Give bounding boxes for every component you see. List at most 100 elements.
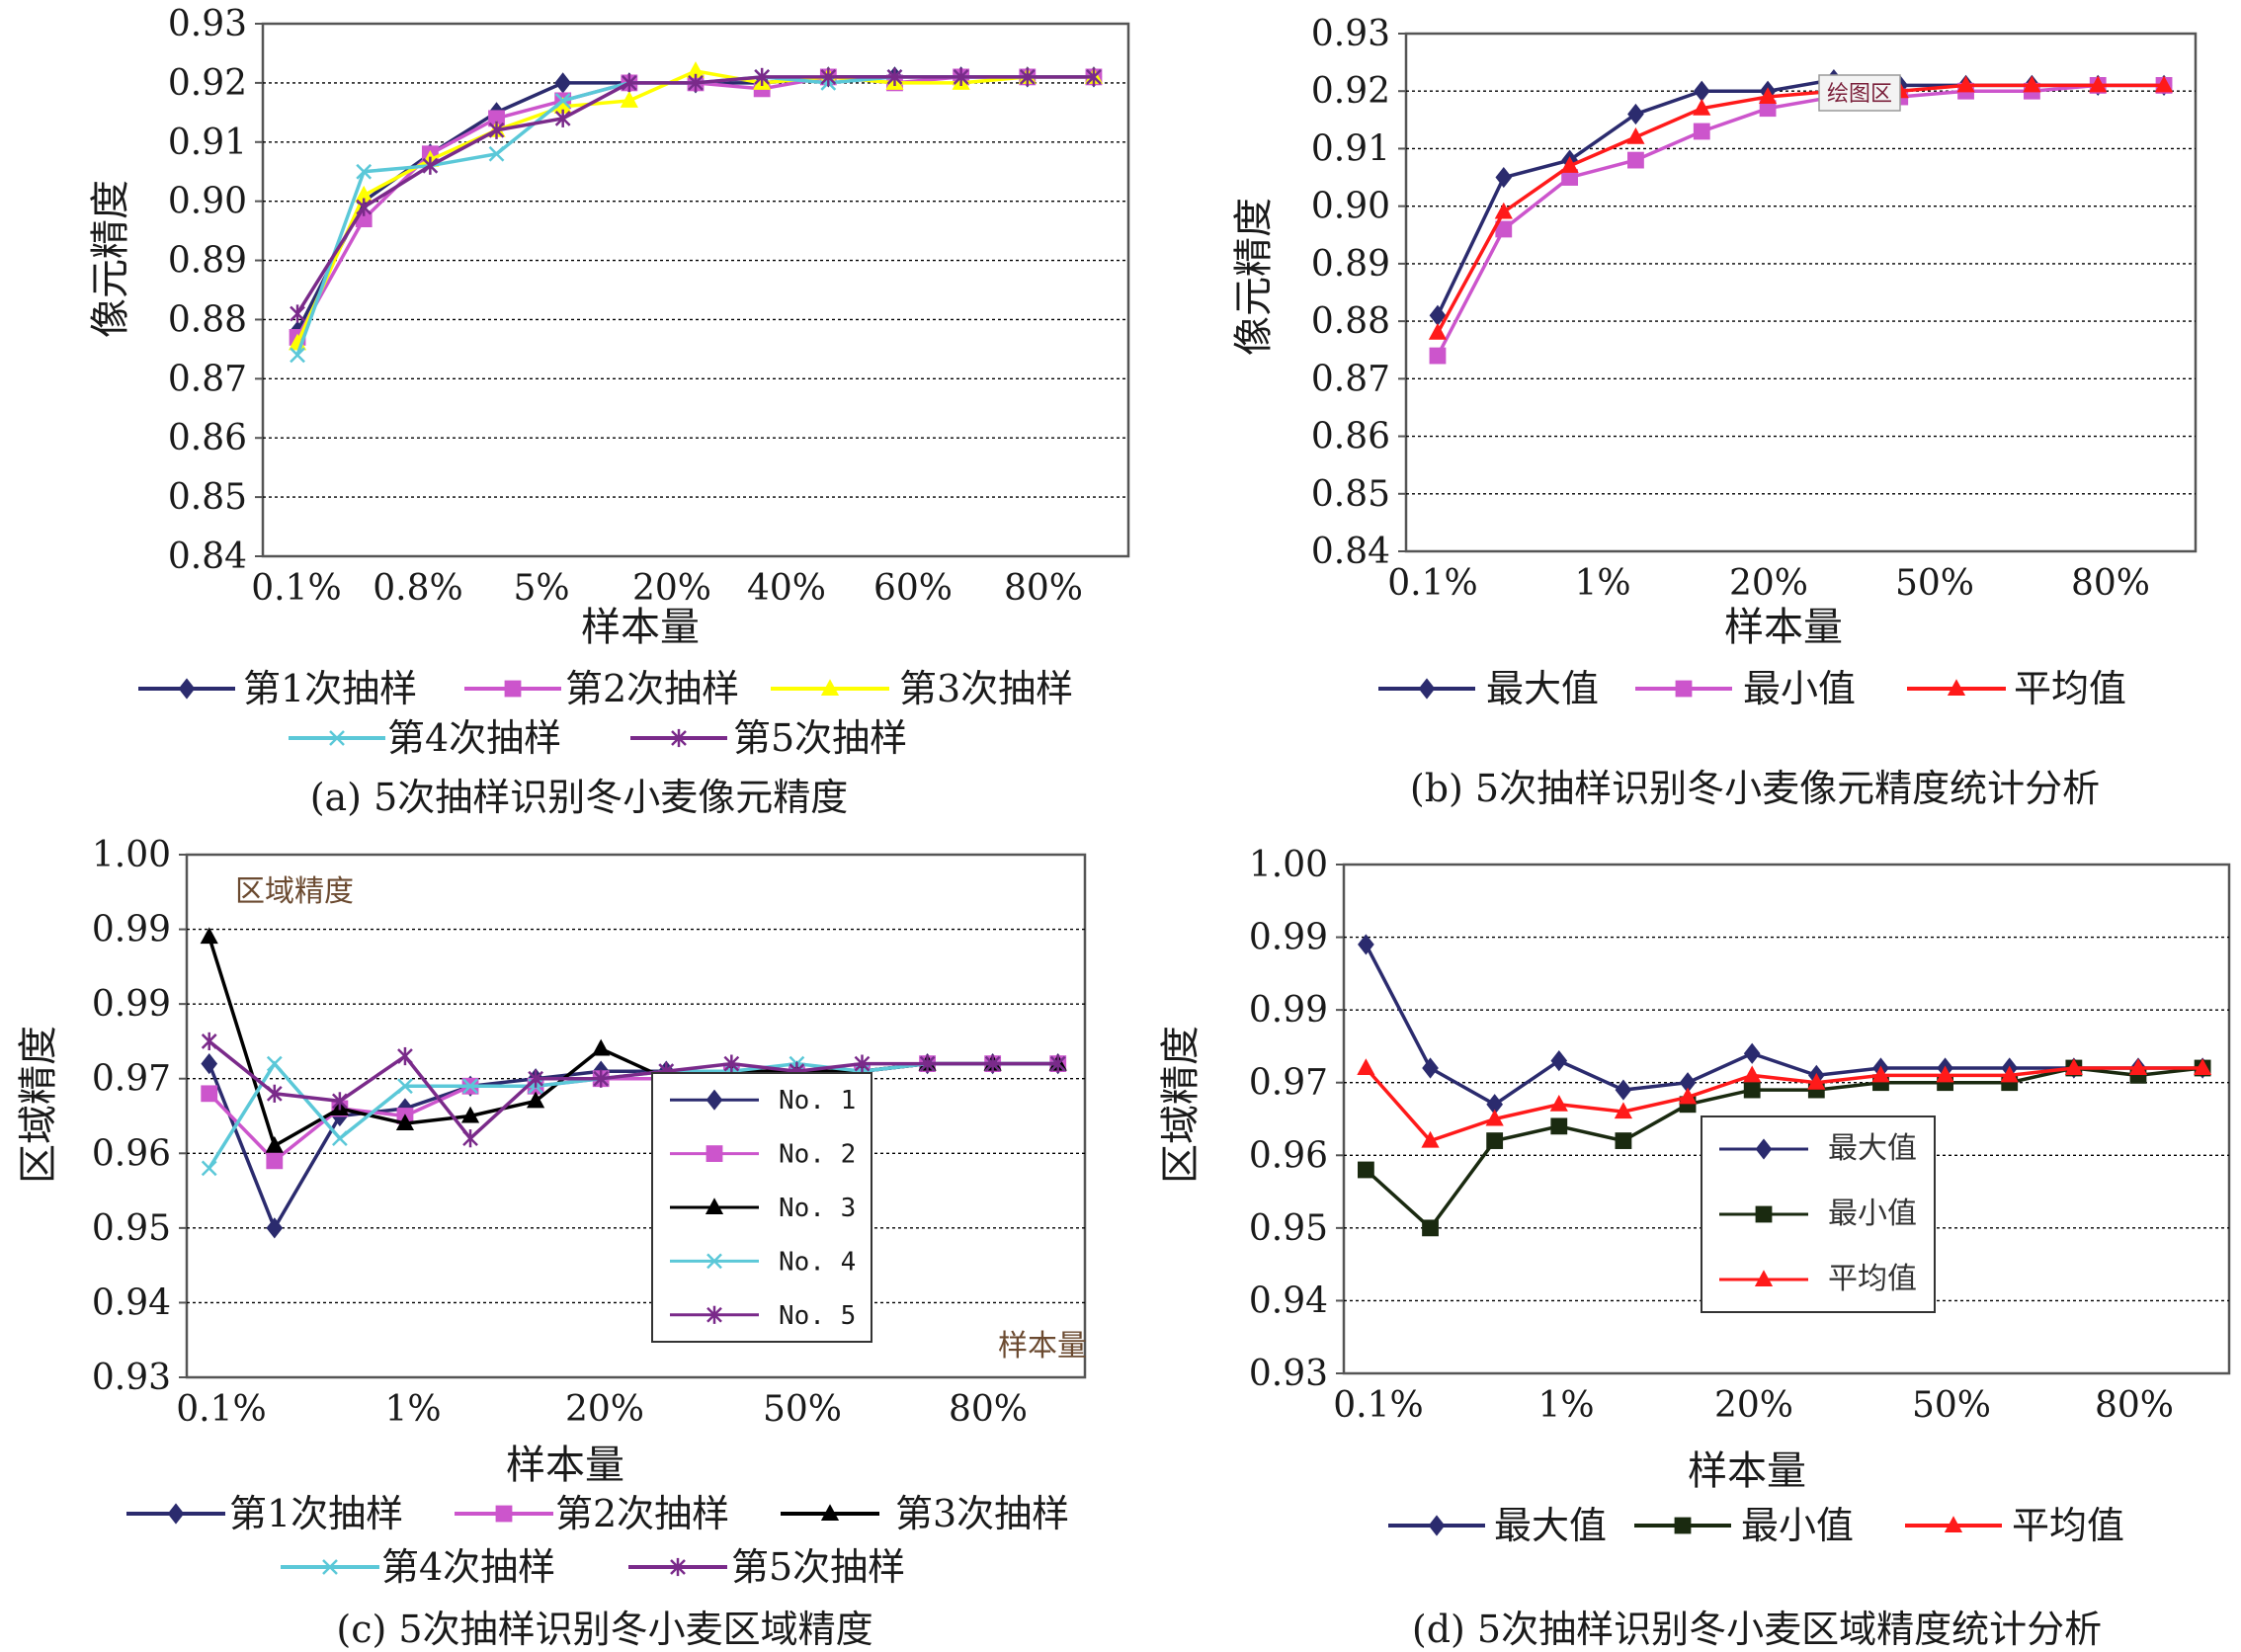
panel-d-series-3-point xyxy=(1807,1072,1826,1090)
panel-b-series-1-point xyxy=(1495,166,1513,189)
panel-d-legend-swatch-marker xyxy=(1944,1516,1963,1532)
panel-a-xtick-label: 5% xyxy=(513,568,569,609)
panel-d-legend-swatch-marker xyxy=(1674,1517,1692,1534)
panel-b-xtick-label: 1% xyxy=(1574,563,1630,604)
panel-a-legend-swatch-marker xyxy=(671,728,687,748)
panel-b-ytick-label: 0.93 xyxy=(1311,14,1390,54)
panel-c-series-1-point xyxy=(201,1052,218,1075)
panel-a-ytick-label: 0.88 xyxy=(168,299,247,340)
panel-a-series-5-point xyxy=(290,304,305,323)
panel-d-series-1-point xyxy=(1550,1050,1568,1072)
panel-d-series-3-point xyxy=(1421,1130,1440,1148)
panel-c-ytick-label: 0.99 xyxy=(92,910,171,950)
panel-a-series-5-point xyxy=(1019,67,1036,86)
panel-a-xlabel: 样本量 xyxy=(581,605,700,650)
panel-b-legend-label: 最小值 xyxy=(1743,667,1856,710)
panel-a-xtick-label: 60% xyxy=(873,568,953,609)
panel-c-caption: (c) 5次抽样识别冬小麦区域精度 xyxy=(336,1608,872,1651)
panel-b-series-3-point xyxy=(2154,75,2174,93)
panel-c-xtick-label: 80% xyxy=(949,1389,1028,1430)
panel-d-series-3-point xyxy=(1614,1102,1633,1119)
panel-c-series-5-line xyxy=(208,1039,1058,1141)
panel-c-box-legend-swatch-marker xyxy=(706,1253,722,1270)
panel-b-series-2-line xyxy=(1436,83,2164,357)
panel-c-series-5-point xyxy=(397,1046,413,1066)
panel-b-series-3-point xyxy=(1693,98,1711,116)
panel-b-ytick-label: 0.89 xyxy=(1311,244,1390,285)
panel-a-series-4-point xyxy=(290,347,305,364)
panel-c-series-5-point xyxy=(266,1084,283,1103)
panel-a-legend-label: 第4次抽样 xyxy=(387,716,561,760)
panel-b-series-2-point xyxy=(1495,220,1513,238)
panel-a-legend-swatch-marker xyxy=(329,730,345,746)
panel-b-series-3-point xyxy=(1956,75,1975,93)
panel-a-xtick-label: 0.1% xyxy=(251,568,341,609)
panel-d-legend-swatch-marker xyxy=(1428,1515,1446,1536)
panel-c-series-4-point xyxy=(331,1130,348,1147)
panel-a-ytick-label: 0.93 xyxy=(168,4,247,44)
panel-a-legend-swatch-marker xyxy=(504,680,522,698)
panel-b-series-3-point xyxy=(1626,127,1645,144)
panel-d-series-2-point xyxy=(1550,1117,1568,1135)
panel-c-legend-swatch-marker xyxy=(322,1559,338,1575)
panel-c-box-legend-label: No. 1 xyxy=(779,1086,856,1115)
panel-a-plot: 0.84 0.85 0.86 0.87 0.88 0.89 0.90 0.91 0.92 0.93… xyxy=(168,4,1130,609)
panel-d-series-2-point xyxy=(1743,1081,1761,1099)
panel-d-series-2-point xyxy=(1615,1132,1632,1149)
panel-d-xtick-label: 0.1% xyxy=(1333,1385,1423,1426)
panel-b-legend-swatch-marker xyxy=(1675,680,1693,698)
panel-c-series-4-point xyxy=(266,1055,283,1072)
panel-d-series-3-point xyxy=(2128,1058,2148,1075)
panel-b-ytick-label: 0.86 xyxy=(1311,417,1390,457)
panel-b-ytick-label: 0.92 xyxy=(1311,71,1390,112)
panel-d-ytick-label: 0.94 xyxy=(1249,1280,1328,1321)
panel-d-series-3-point xyxy=(1936,1065,1954,1083)
panel-c-legend-swatch-marker xyxy=(820,1504,840,1521)
panel-a-series-5-point xyxy=(953,67,969,86)
panel-a-ytick-label: 0.91 xyxy=(168,123,247,163)
panel-a-series-5-point xyxy=(1086,67,1102,86)
panel-c-series-5-point xyxy=(593,1069,610,1088)
panel-b-series-2-point xyxy=(1627,151,1644,169)
panel-c-series-5 xyxy=(201,1032,1066,1148)
panel-d-series-3-point xyxy=(2194,1058,2212,1075)
panel-c-legend-label: 第5次抽样 xyxy=(731,1545,905,1589)
panel-b-series-2-point xyxy=(1561,169,1579,186)
panel-b-ytick-label: 0.84 xyxy=(1311,532,1390,572)
panel-a-series-3-point xyxy=(355,185,374,203)
panel-d-series-1-point xyxy=(1615,1079,1632,1101)
panel-b-series-3-point xyxy=(2023,75,2041,93)
panel-d-ylabel: 区域精度 xyxy=(1158,1026,1204,1184)
panel-a-series-5-point xyxy=(688,73,704,92)
panel-d-series-3-point xyxy=(1743,1065,1762,1083)
panel-a-series-4-point xyxy=(488,145,505,162)
panel-a-legend-label: 第3次抽样 xyxy=(899,667,1073,710)
panel-c-box-legend-label: No. 5 xyxy=(779,1301,856,1331)
panel-d-xtick-label: 80% xyxy=(2095,1385,2174,1426)
panel-d-box-legend-swatch-marker xyxy=(1755,1205,1773,1223)
panel-d-series-3-point xyxy=(1549,1094,1568,1112)
panel-c-xlabel: 样本量 xyxy=(506,1443,624,1488)
panel-d-series-3 xyxy=(1357,1058,2212,1148)
panel-c-legend-label: 第2次抽样 xyxy=(555,1492,729,1535)
panel-c-series-4-point xyxy=(462,1078,478,1095)
panel-c-legend-label: 第1次抽样 xyxy=(229,1492,403,1535)
panel-d-ytick-label: 1.00 xyxy=(1249,845,1328,885)
panel-c-box-legend-label: No. 4 xyxy=(779,1247,856,1277)
panel-a-series-5-point xyxy=(488,121,505,139)
panel-a-series-5-point xyxy=(356,198,373,216)
panel-d-xlabel: 样本量 xyxy=(1688,1448,1806,1494)
panel-c-inner-xlabel: 样本量 xyxy=(998,1329,1087,1363)
panel-c-series-1-point xyxy=(266,1217,284,1239)
panel-a-ytick-label: 0.92 xyxy=(168,63,247,104)
panel-d-series-1-point xyxy=(1422,1057,1439,1079)
panel-d-series-3-point xyxy=(2064,1058,2083,1075)
panel-b-series-3-point xyxy=(1560,156,1579,173)
panel-c-box-legend-swatch-marker xyxy=(706,1305,722,1324)
panel-a-series-3-point xyxy=(620,91,638,108)
panel-b-plot-frame xyxy=(1404,32,2198,553)
panel-a-ytick-label: 0.89 xyxy=(168,241,247,282)
panel-c-plot: 0.93 0.94 0.95 0.96 0.97 0.99 0.99 1.00 0.1% 1% 20… xyxy=(92,835,1087,1430)
panel-c-series-5-point xyxy=(201,1032,217,1051)
